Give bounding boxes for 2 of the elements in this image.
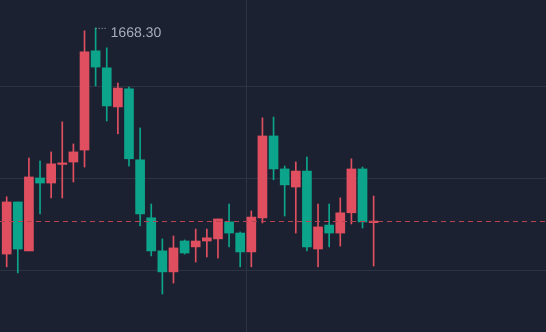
annotation: 1668.30 [110,24,162,40]
candlestick [35,160,45,214]
